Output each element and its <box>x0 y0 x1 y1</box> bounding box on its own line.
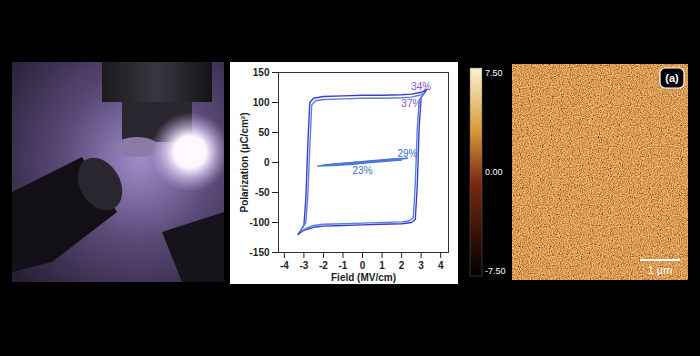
svg-text:-100: -100 <box>249 217 269 228</box>
svg-text:1 µm: 1 µm <box>648 264 673 276</box>
svg-text:-1: -1 <box>339 260 348 271</box>
svg-text:29%: 29% <box>397 148 417 159</box>
svg-text:-3: -3 <box>299 260 308 271</box>
svg-text:0: 0 <box>264 157 270 168</box>
svg-text:2: 2 <box>399 260 405 271</box>
svg-text:50: 50 <box>258 127 270 138</box>
svg-text:37%: 37% <box>401 98 421 109</box>
svg-text:-7.50: -7.50 <box>485 266 506 276</box>
svg-text:3: 3 <box>418 260 424 271</box>
svg-text:23%: 23% <box>353 165 373 176</box>
svg-text:4: 4 <box>438 260 444 271</box>
svg-text:-2: -2 <box>319 260 328 271</box>
svg-text:-150: -150 <box>249 247 269 258</box>
svg-text:150: 150 <box>253 67 270 78</box>
svg-text:(a): (a) <box>665 72 679 84</box>
svg-text:Polarization (μC/cm²): Polarization (μC/cm²) <box>239 112 250 212</box>
svg-text:1: 1 <box>379 260 385 271</box>
svg-text:-4: -4 <box>280 260 289 271</box>
svg-text:Field (MV/cm): Field (MV/cm) <box>331 272 396 283</box>
svg-text:0.00: 0.00 <box>485 167 503 177</box>
svg-text:-50: -50 <box>255 187 270 198</box>
svg-text:0: 0 <box>360 260 366 271</box>
svg-text:7.50: 7.50 <box>485 68 503 78</box>
svg-text:34%: 34% <box>411 81 431 92</box>
svg-text:100: 100 <box>253 97 270 108</box>
